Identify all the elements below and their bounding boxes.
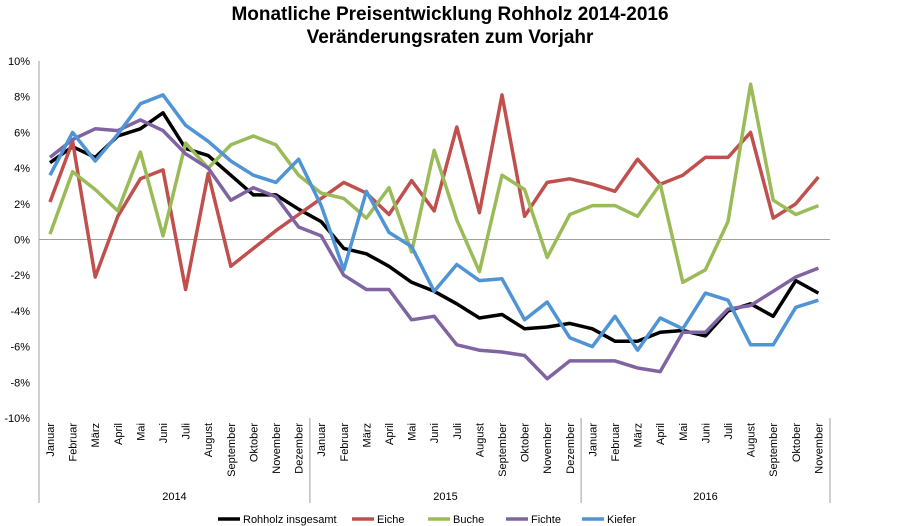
y-tick-label: 8% xyxy=(14,92,30,104)
y-tick-label: 0% xyxy=(14,235,30,247)
x-tick-label-month: April xyxy=(113,423,125,445)
x-tick-label-month: Dezember xyxy=(294,423,306,474)
y-tick-label: -2% xyxy=(10,270,30,282)
x-tick-label-month: September xyxy=(768,423,780,477)
x-tick-label-month: Mai xyxy=(678,423,690,441)
x-tick-label-month: Mai xyxy=(407,423,419,441)
x-group-label-year: 2015 xyxy=(433,491,457,503)
y-tick-label: -10% xyxy=(4,413,30,425)
x-tick-label-month: August xyxy=(203,423,215,457)
x-tick-label-month: März xyxy=(90,423,102,447)
x-tick-label-month: Februar xyxy=(68,423,80,462)
x-tick-label-month: November xyxy=(542,423,554,474)
x-tick-label-month: Juli xyxy=(723,423,735,440)
x-tick-label-month: April xyxy=(384,423,396,445)
x-tick-label-month: November xyxy=(271,423,283,474)
x-tick-label-month: September xyxy=(226,423,238,477)
y-tick-label: -8% xyxy=(10,377,30,389)
x-tick-label-month: Januar xyxy=(316,423,328,457)
chart-title: Monatliche Preisentwicklung Rohholz 2014… xyxy=(231,4,669,25)
x-tick-label-month: Juni xyxy=(700,423,712,443)
x-tick-label-month: Februar xyxy=(610,423,622,462)
series-line-eiche xyxy=(48,93,820,292)
legend-label: Fichte xyxy=(531,514,561,526)
y-tick-label: 6% xyxy=(14,127,30,139)
x-group-label-year: 2014 xyxy=(162,491,186,503)
legend-label: Buche xyxy=(453,514,484,526)
x-tick-label-month: Juli xyxy=(181,423,193,440)
y-tick-label: 2% xyxy=(14,199,30,211)
x-tick-label-month: März xyxy=(633,423,645,447)
x-tick-label-month: Oktober xyxy=(520,423,532,462)
y-tick-label: 10% xyxy=(8,56,30,68)
x-tick-label-month: Juni xyxy=(158,423,170,443)
y-tick-label: -6% xyxy=(10,342,30,354)
x-tick-label-month: Februar xyxy=(339,423,351,462)
x-tick-label-month: Oktober xyxy=(791,423,803,462)
x-tick-label-month: Juli xyxy=(452,423,464,440)
legend-label: Eiche xyxy=(377,514,405,526)
x-tick-label-month: Juni xyxy=(429,423,441,443)
y-tick-label: -4% xyxy=(10,306,30,318)
y-tick-label: 4% xyxy=(14,163,30,175)
x-tick-label-month: Januar xyxy=(45,423,57,457)
x-tick-label-month: März xyxy=(361,423,373,447)
x-group-label-year: 2016 xyxy=(693,491,717,503)
x-tick-label-month: Januar xyxy=(587,423,599,457)
x-tick-label-month: September xyxy=(497,423,509,477)
x-tick-label-month: August xyxy=(746,423,758,457)
x-tick-label-month: Dezember xyxy=(565,423,577,474)
chart-subtitle: Veränderungsraten zum Vorjahr xyxy=(306,27,594,48)
x-tick-label-month: Mai xyxy=(135,423,147,441)
x-tick-label-month: November xyxy=(813,423,825,474)
x-tick-label-month: August xyxy=(474,423,486,457)
legend-label: Kiefer xyxy=(607,514,636,526)
legend-label: Rohholz insgesamt xyxy=(243,514,337,526)
x-tick-label-month: Oktober xyxy=(248,423,260,462)
x-tick-label-month: April xyxy=(655,423,667,445)
